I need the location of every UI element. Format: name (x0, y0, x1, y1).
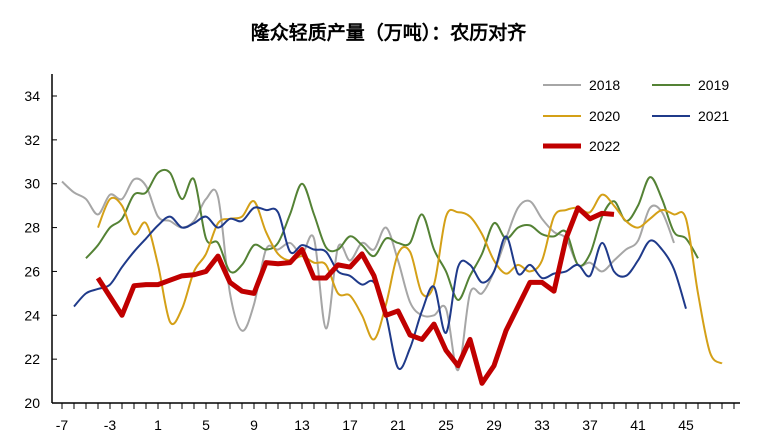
x-tick-label: 37 (582, 417, 598, 433)
x-tick-label: 13 (294, 417, 310, 433)
y-tick-label: 28 (24, 220, 40, 236)
legend-label-2022: 2022 (589, 138, 620, 154)
x-tick-label: -7 (56, 417, 69, 433)
series-line-2019 (85, 168, 699, 301)
chart-title: 隆众轻质产量（万吨）：农历对齐 (250, 22, 527, 44)
x-tick-label: 25 (438, 417, 454, 433)
y-tick-label: 26 (24, 263, 40, 279)
legend-label-2019: 2019 (698, 77, 729, 93)
x-tick-label: 1 (154, 417, 162, 433)
legend-label-2021: 2021 (698, 108, 729, 124)
y-tick-label: 32 (24, 132, 40, 148)
series-line-2020 (97, 193, 723, 365)
x-tick-label: 29 (486, 417, 502, 433)
y-tick-label: 34 (24, 88, 40, 104)
legend-label-2020: 2020 (589, 108, 620, 124)
y-tick-label: 20 (24, 395, 40, 411)
x-tick-label: 45 (678, 417, 694, 433)
x-tick-label: 5 (202, 417, 210, 433)
series-line-2022 (95, 205, 615, 386)
x-tick-label: 21 (390, 417, 406, 433)
series-line-2018 (61, 177, 675, 372)
x-tick-label: 33 (534, 417, 550, 433)
x-tick-label: 9 (250, 417, 258, 433)
x-tick-label: 41 (630, 417, 646, 433)
y-tick-label: 24 (24, 307, 40, 323)
x-tick-label: 17 (342, 417, 358, 433)
y-tick-label: 30 (24, 176, 40, 192)
x-tick-label: -3 (104, 417, 117, 433)
legend-label-2018: 2018 (589, 77, 620, 93)
y-tick-label: 22 (24, 351, 40, 367)
